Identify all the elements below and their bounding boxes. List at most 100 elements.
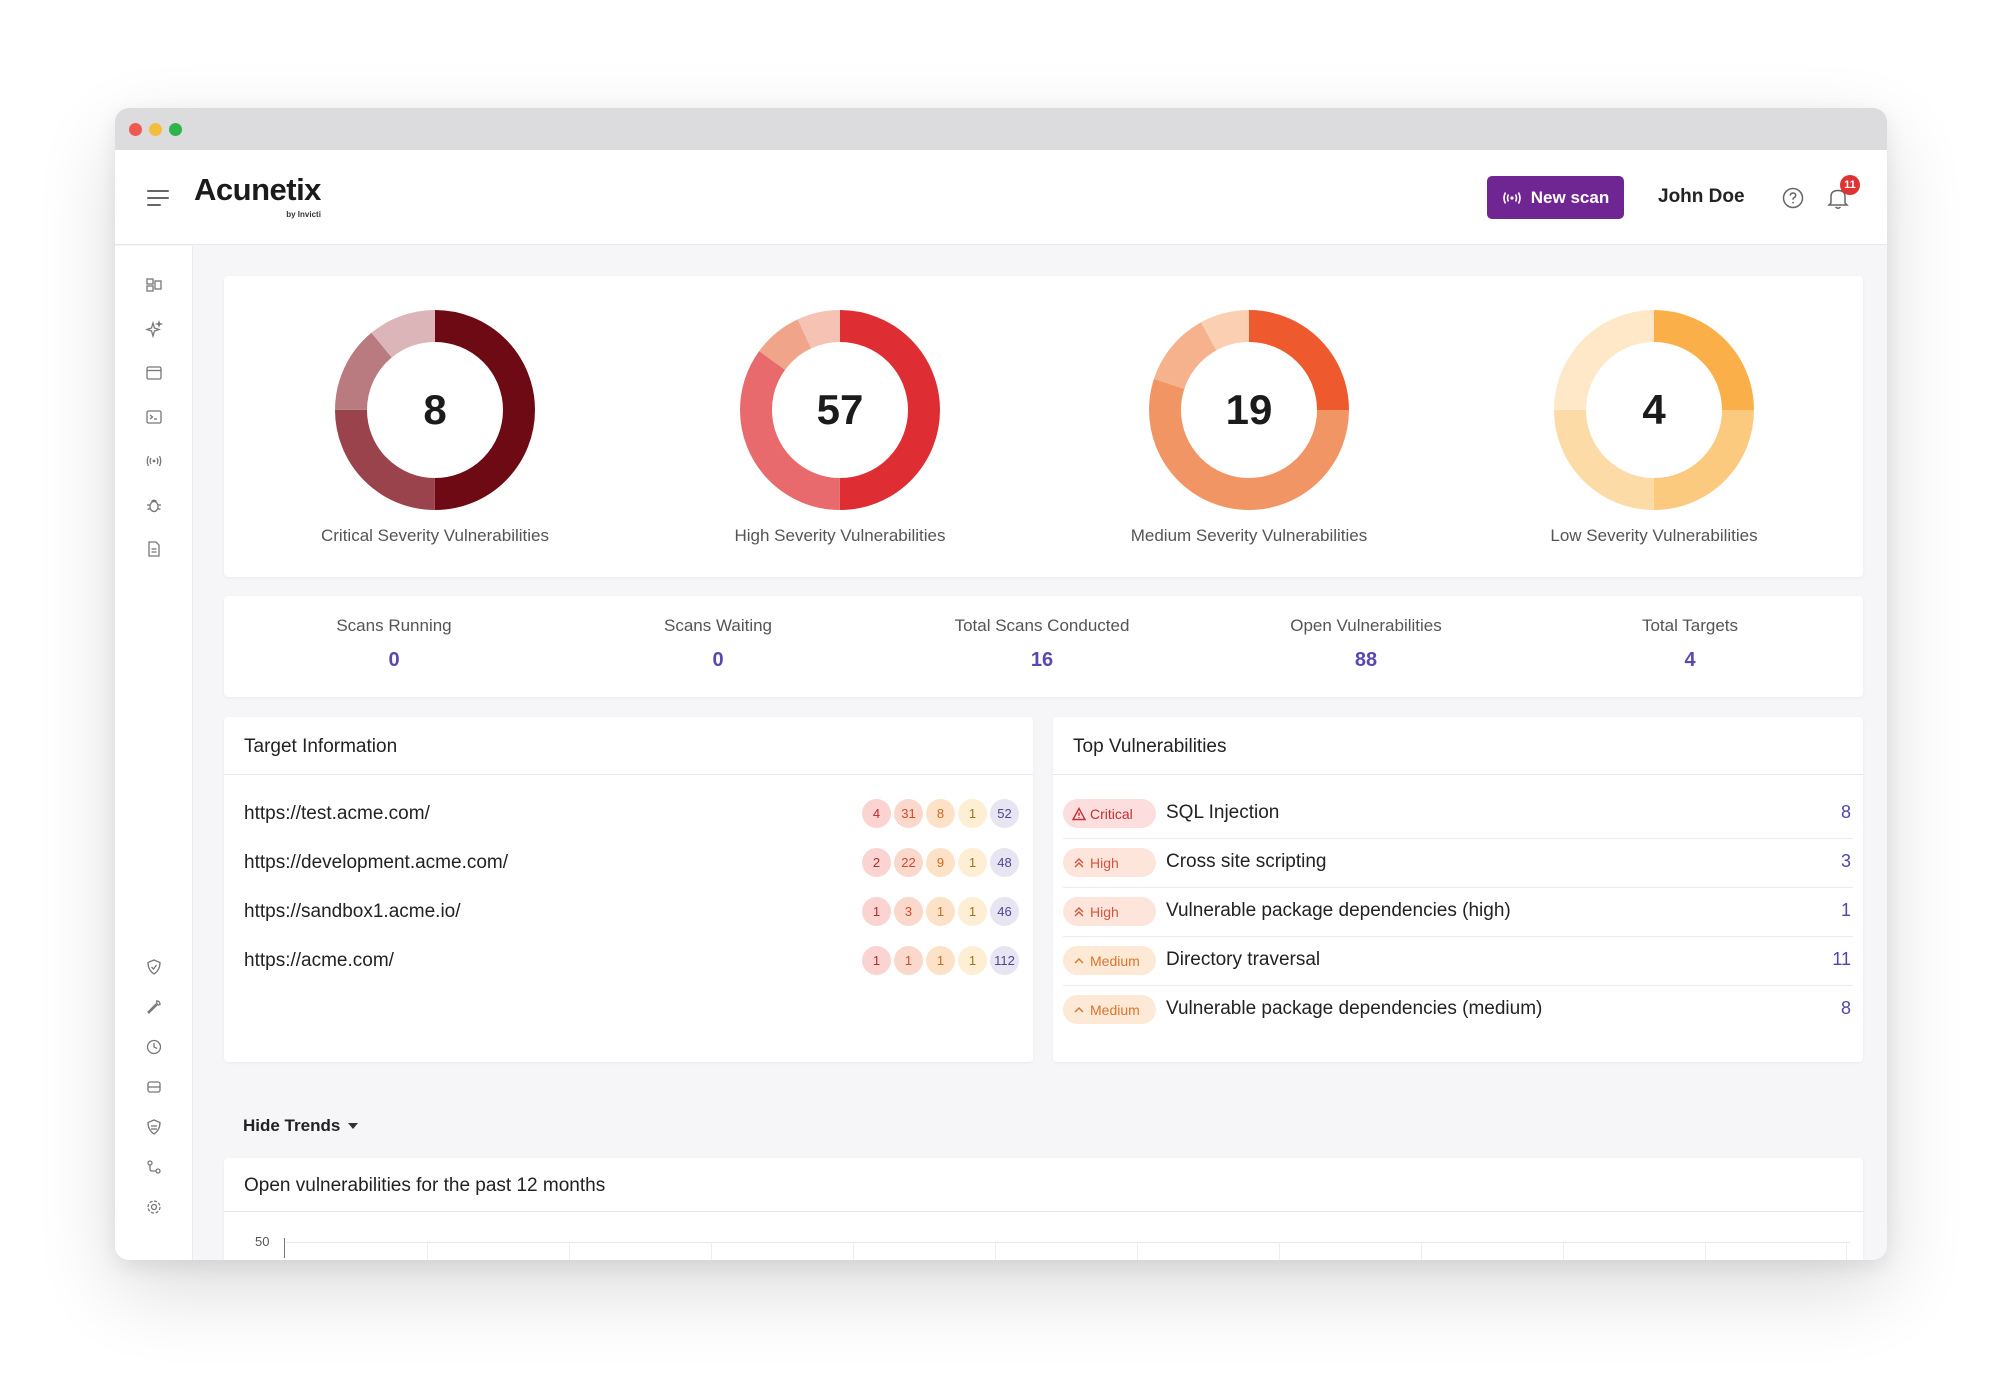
notification-badge: 11 [1840,175,1860,195]
menu-icon[interactable] [147,190,169,206]
gridline [711,1242,712,1260]
vulnerability-count[interactable]: 11 [1832,949,1851,969]
integrations-icon[interactable] [145,1158,163,1176]
stat-total-targets[interactable]: Total Targets 4 [1560,616,1820,672]
gridline [853,1242,854,1260]
scan-stats-card: Scans Running 0 Scans Waiting 0 Total Sc… [224,596,1863,697]
high-chip: 1 [894,946,923,975]
bug-icon[interactable] [145,496,163,514]
target-url[interactable]: https://acme.com/ [244,950,394,971]
vulnerability-row[interactable]: Medium Vulnerable package dependencies (… [1063,986,1853,1035]
vulnerability-name[interactable]: Directory traversal [1166,949,1321,970]
donut-segment[interactable] [335,310,535,510]
vulnerability-row[interactable]: High Vulnerable package dependencies (hi… [1063,888,1853,937]
medium-label: Medium Severity Vulnerabilities [1130,526,1368,545]
donut-segment[interactable] [1554,310,1754,510]
info-chip: 112 [990,946,1019,975]
gridline [286,1242,1850,1243]
target-row[interactable]: https://development.acme.com/ 2 22 9 1 4… [244,848,1019,878]
severity-badge-medium: Medium [1063,946,1156,975]
donut-segment[interactable] [1149,310,1349,510]
new-scan-button[interactable]: New scan [1487,176,1624,219]
vulnerability-count[interactable]: 1 [1840,900,1851,920]
double-chevron-up-icon [1074,857,1084,867]
wrench-icon[interactable] [145,998,163,1016]
vulnerability-name[interactable]: Vulnerable package dependencies (high) [1166,900,1511,921]
target-url[interactable]: https://test.acme.com/ [244,803,430,824]
app-logo[interactable]: Acunetix by Invicti [194,172,321,219]
severity-chips: 1 1 1 1 112 [862,946,1019,975]
gridline [1705,1242,1706,1260]
stat-open-vulnerabilities[interactable]: Open Vulnerabilities 88 [1236,616,1496,672]
hide-trends-toggle[interactable]: Hide Trends [243,1116,359,1136]
target-row[interactable]: https://test.acme.com/ 4 31 8 1 52 [244,799,1019,829]
storage-icon[interactable] [145,1078,163,1096]
terminal-icon[interactable] [145,408,163,426]
app-name: Acunetix [194,172,321,207]
low-chip: 1 [958,799,987,828]
vulnerability-name[interactable]: SQL Injection [1166,802,1280,823]
medium-chip: 1 [926,897,955,926]
y-axis-max-label: 50 [255,1234,270,1249]
donut-segment[interactable] [740,310,940,510]
caret-down-icon [348,1123,359,1129]
donut-segment[interactable] [1149,310,1349,510]
target-row[interactable]: https://acme.com/ 1 1 1 1 112 [244,946,1019,976]
severity-text: High [1090,903,1119,920]
critical-label: Critical Severity Vulnerabilities [320,526,549,545]
severity-chips: 2 22 9 1 48 [862,848,1019,877]
sparkle-icon[interactable] [144,320,164,339]
donut-segment[interactable] [1554,310,1754,510]
vulnerability-count[interactable]: 3 [1840,851,1851,871]
vulnerability-row[interactable]: Medium Directory traversal 11 [1063,937,1853,986]
low-count: 4 [1642,386,1666,433]
vulnerability-row[interactable]: Critical SQL Injection 8 [1063,790,1853,839]
donut-segment[interactable] [335,310,535,510]
vulnerability-count[interactable]: 8 [1840,802,1851,822]
severity-text: Critical [1090,805,1133,822]
shield-icon[interactable] [145,958,163,976]
low-donut[interactable]: 4 [1554,310,1754,510]
high-donut[interactable]: 57 [740,310,940,510]
bell-icon[interactable] [1827,186,1849,210]
scan-signal-icon[interactable] [145,452,163,470]
stat-total-scans[interactable]: Total Scans Conducted 16 [912,616,1172,672]
vulnerability-row[interactable]: High Cross site scripting 3 [1063,839,1853,888]
vulnerability-count[interactable]: 8 [1840,998,1851,1018]
gridline [1563,1242,1564,1260]
donut-segment[interactable] [740,310,940,510]
stat-value: 0 [712,649,724,671]
vulnerability-name[interactable]: Cross site scripting [1166,851,1327,872]
report-icon[interactable] [145,540,163,558]
stat-scans-waiting[interactable]: Scans Waiting 0 [588,616,848,672]
donut-segment[interactable] [1554,310,1754,510]
critical-donut[interactable]: 8 [335,310,535,510]
stat-value: 16 [1030,649,1054,671]
critical-chip: 4 [862,799,891,828]
medium-donut[interactable]: 19 [1149,310,1349,510]
chevron-up-icon [1074,957,1084,963]
help-icon[interactable] [1782,187,1804,209]
critical-chip: 1 [862,946,891,975]
severity-chips: 4 31 8 1 52 [862,799,1019,828]
minimize-window-button[interactable] [149,123,162,136]
top-bar: Acunetix by Invicti New scan John Doe 11 [115,150,1887,245]
trends-card: Open vulnerabilities for the past 12 mon… [224,1158,1863,1260]
stat-value: 0 [388,649,400,671]
target-url[interactable]: https://development.acme.com/ [244,852,509,873]
vulnerability-name[interactable]: Vulnerable package dependencies (medium) [1166,998,1543,1019]
target-url[interactable]: https://sandbox1.acme.io/ [244,901,461,922]
network-icon[interactable] [145,1118,163,1136]
settings-icon[interactable] [145,1198,163,1216]
severity-badge-medium: Medium [1063,995,1156,1024]
maximize-window-button[interactable] [169,123,182,136]
user-menu[interactable]: John Doe [1658,186,1745,207]
high-chip: 22 [894,848,923,877]
close-window-button[interactable] [129,123,142,136]
targets-icon[interactable] [145,364,163,382]
dashboard-icon[interactable] [145,276,163,294]
target-row[interactable]: https://sandbox1.acme.io/ 1 3 1 1 46 [244,897,1019,927]
clock-icon[interactable] [145,1038,163,1056]
gridline [1279,1242,1280,1260]
stat-scans-running[interactable]: Scans Running 0 [264,616,524,672]
